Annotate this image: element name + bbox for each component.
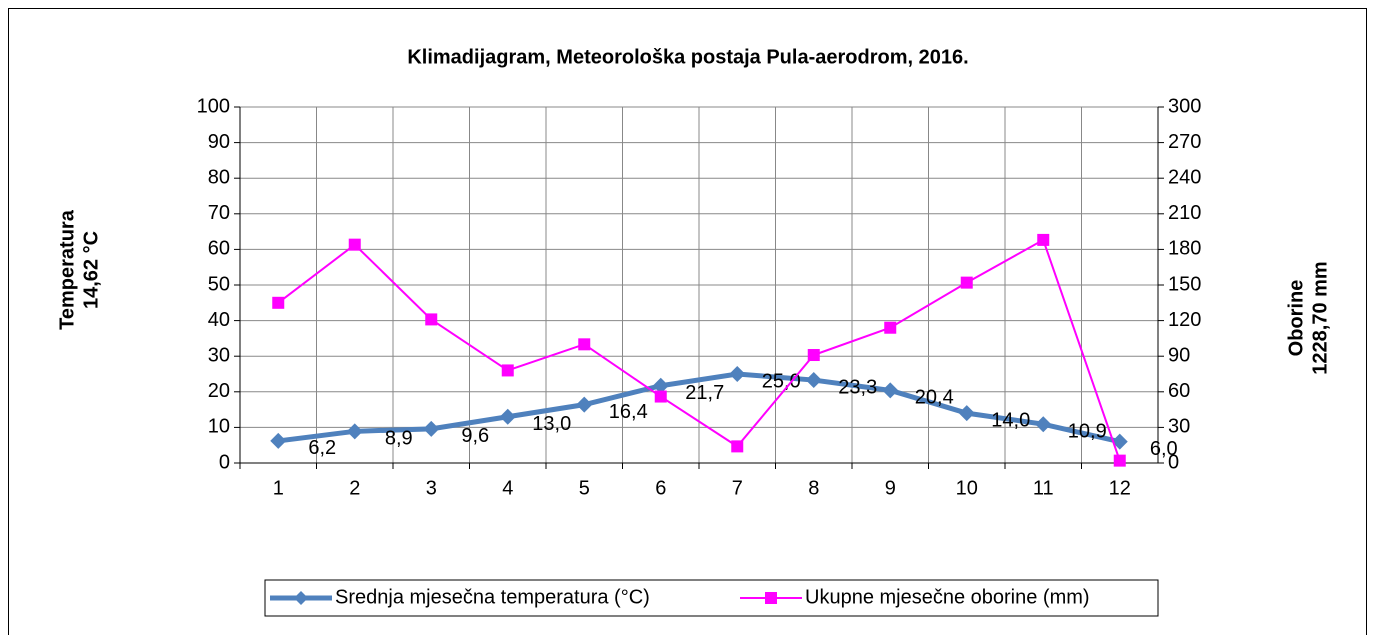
data-label: 14,0	[991, 409, 1030, 431]
marker	[884, 321, 897, 334]
marker	[270, 432, 287, 449]
marker	[807, 349, 820, 362]
x-tick-label: 9	[885, 477, 896, 499]
marker	[346, 423, 363, 440]
marker	[882, 382, 899, 399]
marker	[499, 408, 516, 425]
data-label: 25,0	[762, 370, 801, 392]
y-tick-label: 60	[208, 238, 230, 260]
y2-tick-label: 180	[1168, 238, 1201, 260]
marker	[423, 420, 440, 437]
marker	[348, 238, 361, 251]
x-tick-label: 11	[1033, 477, 1054, 499]
data-label: 10,9	[1068, 420, 1107, 442]
marker	[958, 405, 975, 422]
chart-title: Klimadijagram, Meteorološka postaja Pula…	[407, 46, 968, 68]
marker	[652, 377, 669, 394]
marker	[729, 366, 746, 382]
x-tick-label: 6	[655, 477, 666, 499]
y-tick-label: 10	[208, 416, 230, 438]
legend-label: Srednja mjesečna temperatura (°C)	[335, 586, 650, 608]
marker	[576, 396, 593, 413]
y-tick-label: 0	[219, 451, 230, 473]
data-label: 8,9	[385, 428, 413, 450]
y-tick-label: 90	[208, 131, 230, 153]
data-label: 6,0	[1150, 438, 1178, 460]
y-tick-label: 40	[208, 309, 230, 331]
y-label-line: 14,62 °C	[80, 231, 102, 309]
y2-tick-label: 120	[1168, 309, 1201, 331]
marker	[425, 313, 438, 326]
y2-tick-label: 150	[1168, 273, 1201, 295]
data-label: 16,4	[609, 401, 648, 423]
series-line	[277, 238, 1121, 461]
marker	[578, 338, 591, 351]
x-tick-label: 8	[808, 477, 819, 499]
y-tick-label: 70	[208, 202, 230, 224]
y2-tick-label: 0	[1168, 451, 1179, 473]
series-line	[277, 371, 1121, 445]
y2-tick-label: 240	[1168, 166, 1201, 188]
y-tick-label: 100	[197, 95, 230, 117]
x-tick-label: 2	[349, 477, 360, 499]
y2-label-line: 1228,70 mm	[1309, 261, 1331, 374]
marker	[960, 276, 973, 289]
y-tick-label: 20	[208, 380, 230, 402]
data-label: 13,0	[532, 413, 571, 435]
data-label: 20,4	[915, 387, 954, 409]
legend-label: Ukupne mjesečne oborine (mm)	[805, 586, 1090, 608]
y2-axis-title: Oborine 1228,70 mm	[1285, 261, 1331, 374]
legend-marker	[765, 592, 777, 604]
x-tick-label: 4	[502, 477, 513, 499]
marker	[731, 440, 744, 453]
y2-tick-label: 300	[1168, 95, 1201, 117]
y-tick-label: 80	[208, 166, 230, 188]
marker	[1037, 233, 1050, 246]
marker	[805, 372, 822, 389]
legend-box	[264, 579, 1159, 617]
marker	[1035, 416, 1052, 433]
y2-tick-label: 60	[1168, 380, 1190, 402]
marker	[654, 390, 667, 403]
frame	[8, 8, 1367, 640]
x-tick-label: 12	[1109, 477, 1131, 499]
x-tick-label: 10	[956, 477, 978, 499]
data-label: 23,3	[838, 376, 877, 398]
y-tick-label: 50	[208, 273, 230, 295]
data-label: 21,7	[685, 382, 724, 404]
marker	[272, 296, 285, 309]
data-label: 9,6	[461, 425, 489, 447]
y2-tick-label: 30	[1168, 416, 1190, 438]
y-tick-label: 30	[208, 344, 230, 366]
x-tick-label: 3	[426, 477, 437, 499]
y-label-line: Temperatura	[56, 209, 78, 330]
y2-tick-label: 210	[1168, 202, 1201, 224]
y2-tick-label: 90	[1168, 344, 1190, 366]
legend-marker	[294, 591, 308, 605]
y2-label-line: Oborine	[1285, 280, 1307, 357]
y2-tick-label: 270	[1168, 131, 1201, 153]
data-label: 6,2	[308, 437, 336, 459]
x-tick-label: 1	[273, 477, 284, 499]
x-tick-label: 7	[732, 477, 743, 499]
marker	[1113, 454, 1126, 467]
marker	[501, 364, 514, 377]
marker	[1111, 433, 1128, 450]
x-tick-label: 5	[579, 477, 590, 499]
y-axis-title: Temperatura 14,62 °C	[56, 209, 102, 330]
